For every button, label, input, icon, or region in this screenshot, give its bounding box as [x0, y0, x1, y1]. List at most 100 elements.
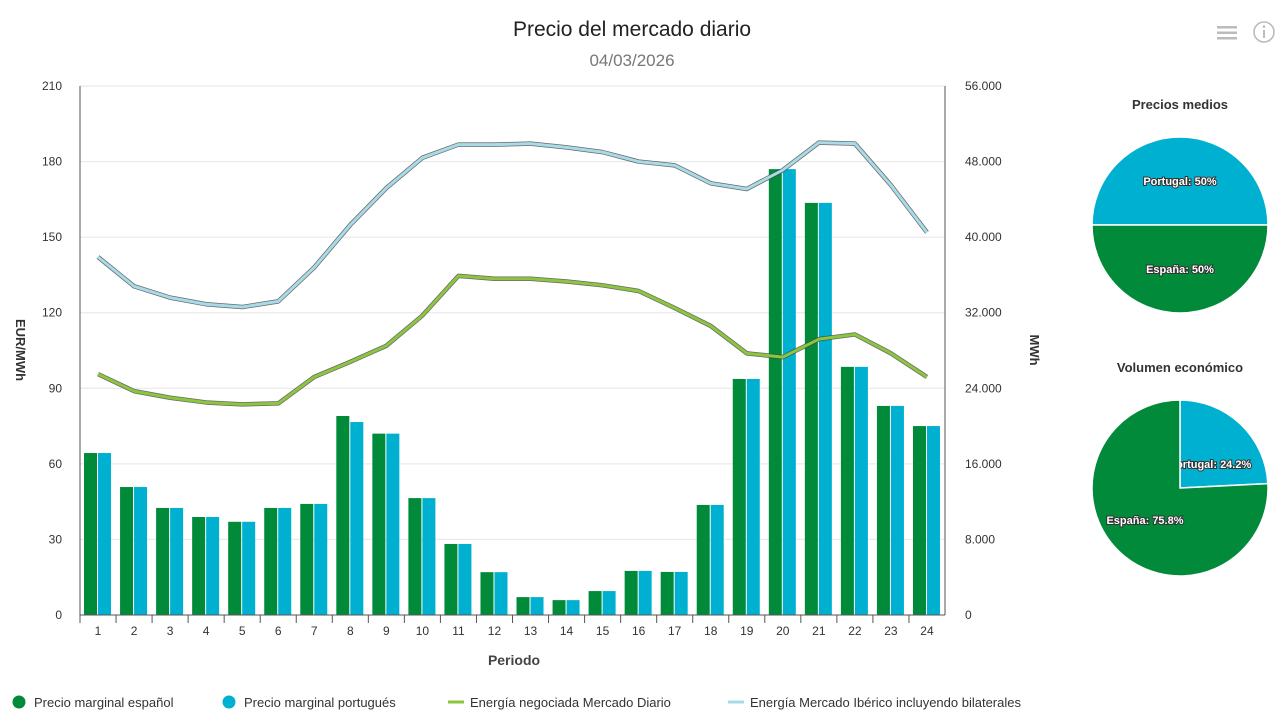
legend-item[interactable]: Precio marginal español — [12, 695, 174, 710]
pie-slice — [1091, 136, 1269, 226]
y2-tick-label: 40.000 — [965, 230, 1002, 244]
line-shadow — [97, 273, 929, 407]
bar — [732, 378, 746, 615]
legend-item[interactable]: Energía Mercado Ibérico incluyendo bilat… — [728, 695, 1021, 710]
x-tick-label: 3 — [167, 624, 174, 638]
bar — [782, 169, 796, 615]
x-tick-label: 17 — [668, 624, 682, 638]
y2-tick-label: 0 — [965, 608, 972, 622]
bar — [300, 503, 314, 615]
bar — [660, 571, 674, 615]
bar — [854, 366, 868, 615]
bar — [552, 600, 566, 615]
bar — [192, 517, 206, 615]
x-tick-label: 22 — [848, 624, 862, 638]
bar — [84, 453, 98, 615]
y-tick-label: 120 — [42, 306, 62, 320]
x-tick-label: 14 — [560, 624, 574, 638]
bar — [602, 591, 616, 615]
y2-tick-label: 24.000 — [965, 381, 1002, 395]
legend-label: Precio marginal español — [34, 695, 174, 710]
x-tick-label: 19 — [740, 624, 754, 638]
x-tick-label: 1 — [95, 624, 102, 638]
bar — [264, 507, 278, 615]
chart-subtitle: 04/03/2026 — [589, 51, 674, 70]
pie-label: Portugal: 24.2% — [1169, 459, 1252, 471]
bar — [372, 433, 386, 615]
bar — [120, 487, 134, 615]
pie-slice — [1179, 399, 1269, 489]
hamburger-menu-icon[interactable] — [1217, 26, 1237, 29]
bar — [242, 521, 256, 615]
y-tick-label: 180 — [42, 155, 62, 169]
y2-tick-label: 32.000 — [965, 306, 1002, 320]
x-tick-label: 24 — [920, 624, 934, 638]
bar — [912, 426, 926, 615]
pie-slice — [1091, 224, 1269, 314]
y2-axis-label: MWh — [1027, 334, 1042, 365]
legend-item[interactable]: Energía negociada Mercado Diario — [448, 695, 671, 710]
legend-label: Precio marginal portugués — [244, 695, 396, 710]
pie-title: Volumen económico — [1117, 360, 1243, 375]
x-axis-label: Periodo — [488, 652, 540, 668]
x-tick-label: 2 — [131, 624, 138, 638]
x-tick-label: 8 — [347, 624, 354, 638]
legend-marker-icon — [222, 695, 236, 709]
legend-marker-icon — [12, 695, 26, 709]
bar — [314, 503, 328, 615]
x-tick-label: 6 — [275, 624, 282, 638]
bar — [408, 498, 422, 615]
x-tick-label: 16 — [632, 624, 646, 638]
x-tick-label: 10 — [416, 624, 430, 638]
x-tick-label: 11 — [452, 624, 465, 638]
y-tick-label: 90 — [49, 381, 63, 395]
pie-label: España: 75.8% — [1106, 515, 1183, 527]
bar — [98, 453, 112, 615]
y-tick-label: 0 — [55, 608, 62, 622]
y2-tick-label: 16.000 — [965, 457, 1002, 471]
bar — [588, 591, 602, 615]
bar — [746, 378, 760, 615]
x-tick-label: 23 — [884, 624, 898, 638]
y-tick-label: 30 — [49, 532, 63, 546]
x-tick-label: 12 — [488, 624, 502, 638]
bar — [350, 422, 364, 615]
legend-label: Energía negociada Mercado Diario — [470, 695, 671, 710]
pie-label: Portugal: 50% — [1143, 176, 1217, 188]
bar — [768, 169, 782, 615]
bar — [624, 570, 638, 615]
x-tick-label: 4 — [203, 624, 210, 638]
bar — [206, 517, 220, 615]
y-tick-label: 150 — [42, 230, 62, 244]
menu-button[interactable] — [1217, 26, 1237, 40]
x-tick-label: 18 — [704, 624, 718, 638]
y2-tick-label: 56.000 — [965, 79, 1002, 93]
y-tick-label: 210 — [42, 79, 62, 93]
bar — [710, 504, 724, 615]
bar — [804, 202, 818, 616]
bar — [422, 498, 436, 615]
bar — [566, 600, 580, 615]
legend-label: Energía Mercado Ibérico incluyendo bilat… — [750, 695, 1021, 710]
y2-tick-label: 8.000 — [965, 532, 995, 546]
y-tick-label: 60 — [49, 457, 63, 471]
bar — [494, 572, 508, 615]
x-tick-label: 15 — [596, 624, 610, 638]
x-tick-label: 5 — [239, 624, 246, 638]
x-tick-label: 20 — [776, 624, 790, 638]
info-icon[interactable] — [1253, 21, 1275, 43]
y-axis-label: EUR/MWh — [13, 319, 28, 381]
bar — [386, 433, 400, 615]
bar — [638, 570, 652, 615]
pie-title: Precios medios — [1132, 97, 1228, 112]
y2-tick-label: 48.000 — [965, 155, 1002, 169]
bar — [840, 366, 854, 615]
bar — [156, 507, 170, 615]
bar — [926, 426, 940, 615]
pie-label: España: 50% — [1146, 264, 1214, 276]
legend-item[interactable]: Precio marginal portugués — [222, 695, 397, 710]
bar — [818, 202, 832, 616]
bar — [530, 597, 544, 615]
series-line — [97, 274, 928, 406]
